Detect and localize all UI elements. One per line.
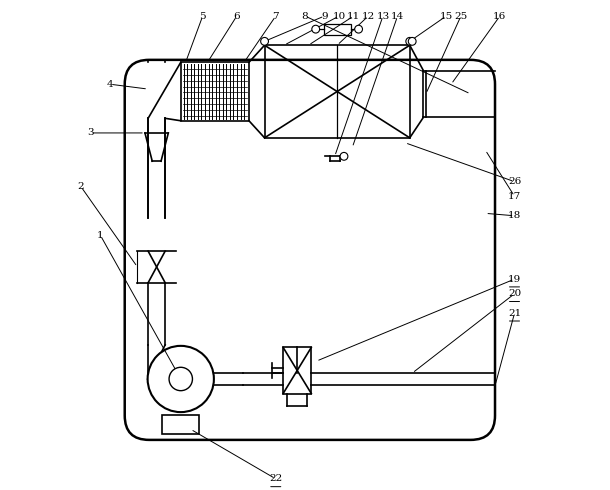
Text: 5: 5: [199, 11, 206, 21]
Circle shape: [148, 346, 214, 412]
Circle shape: [312, 25, 320, 33]
Text: 10: 10: [332, 11, 346, 21]
Text: 15: 15: [440, 11, 453, 21]
Circle shape: [354, 25, 362, 33]
Text: 11: 11: [347, 11, 361, 21]
Bar: [323, 24, 351, 34]
Text: 19: 19: [508, 274, 521, 284]
Text: 1: 1: [97, 231, 104, 240]
Text: 12: 12: [362, 11, 375, 21]
Text: 3: 3: [87, 128, 94, 137]
Bar: [265, 45, 410, 138]
Text: 2: 2: [77, 182, 84, 191]
Circle shape: [260, 37, 268, 45]
Text: 6: 6: [234, 11, 240, 21]
Text: 8: 8: [302, 11, 308, 21]
Text: 21: 21: [508, 309, 521, 318]
Circle shape: [169, 368, 192, 391]
Text: 14: 14: [391, 11, 404, 21]
Text: 17: 17: [508, 192, 521, 201]
Text: 25: 25: [454, 11, 467, 21]
Text: 18: 18: [508, 211, 521, 220]
Bar: [181, 62, 249, 121]
Circle shape: [340, 152, 348, 160]
Text: 13: 13: [376, 11, 390, 21]
Circle shape: [408, 37, 416, 45]
Bar: [162, 415, 199, 434]
Circle shape: [406, 37, 414, 45]
Text: 16: 16: [493, 11, 506, 21]
Text: 20: 20: [508, 289, 521, 298]
Text: 9: 9: [321, 11, 328, 21]
Text: 26: 26: [508, 177, 521, 186]
Text: 4: 4: [107, 80, 113, 89]
Text: 22: 22: [269, 474, 282, 483]
Bar: [283, 347, 311, 393]
Text: 7: 7: [273, 11, 279, 21]
